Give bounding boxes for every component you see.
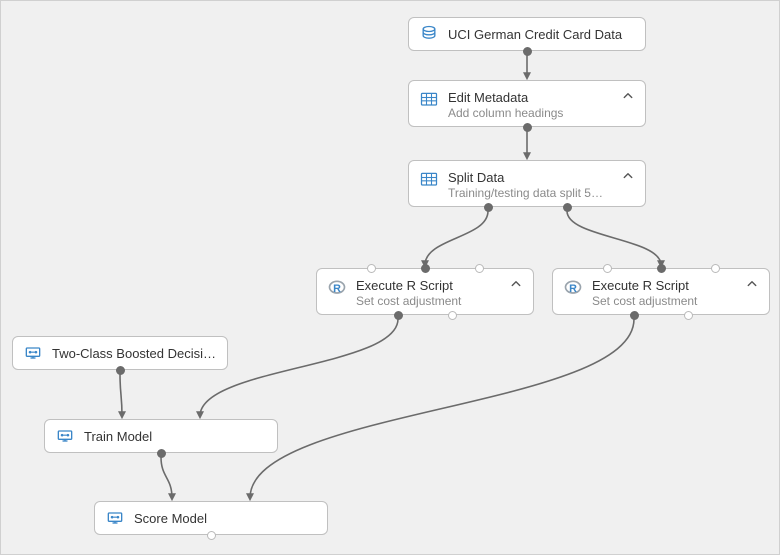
port-rscript_left_out2[interactable] [448, 311, 457, 320]
grid-icon [419, 170, 439, 190]
node-subtitle: Set cost adjustment [356, 294, 494, 309]
port-edit_metadata_out[interactable] [523, 123, 532, 132]
port-split_data_out1[interactable] [484, 203, 493, 212]
node-rscript-left[interactable]: R Execute R Script Set cost adjustment [316, 268, 534, 315]
node-subtitle: Set cost adjustment [592, 294, 730, 309]
edge [425, 211, 488, 265]
r-icon: R [327, 278, 347, 298]
edge [161, 457, 172, 498]
port-rscript_right_out2[interactable] [684, 311, 693, 320]
node-subtitle: Training/testing data split 50% [448, 186, 606, 201]
port-rscript_right_in2[interactable] [657, 264, 666, 273]
port-split_data_out2[interactable] [563, 203, 572, 212]
node-train-model[interactable]: Train Model [44, 419, 278, 453]
port-rscript_right_in3[interactable] [711, 264, 720, 273]
port-rscript_left_out1[interactable] [394, 311, 403, 320]
port-rscript_right_in1[interactable] [603, 264, 612, 273]
port-score_model_out[interactable] [207, 531, 216, 540]
ml-icon [55, 426, 75, 446]
node-title: Split Data [448, 169, 606, 186]
grid-icon [419, 90, 439, 110]
node-title: Execute R Script [592, 277, 730, 294]
node-title: Execute R Script [356, 277, 494, 294]
node-edit-metadata[interactable]: Edit Metadata Add column headings [408, 80, 646, 127]
node-subtitle: Add column headings [448, 106, 606, 121]
port-data_source_out[interactable] [523, 47, 532, 56]
ml-icon [105, 508, 125, 528]
node-title: Train Model [84, 428, 267, 445]
node-title: Score Model [134, 510, 317, 527]
chevron-up-icon[interactable] [745, 277, 759, 291]
database-icon [419, 24, 439, 44]
chevron-up-icon[interactable] [509, 277, 523, 291]
node-split-data[interactable]: Split Data Training/testing data split 5… [408, 160, 646, 207]
r-icon: R [563, 278, 583, 298]
port-two_class_out[interactable] [116, 366, 125, 375]
node-two-class-boosted[interactable]: Two-Class Boosted Decision... [12, 336, 228, 370]
node-rscript-right[interactable]: R Execute R Script Set cost adjustment [552, 268, 770, 315]
port-train_model_out[interactable] [157, 449, 166, 458]
node-data-source[interactable]: UCI German Credit Card Data [408, 17, 646, 51]
node-score-model[interactable]: Score Model [94, 501, 328, 535]
chevron-up-icon[interactable] [621, 89, 635, 103]
ml-icon [23, 343, 43, 363]
edge [567, 211, 661, 265]
svg-text:R: R [333, 283, 341, 295]
svg-text:R: R [569, 283, 577, 295]
port-rscript_left_in2[interactable] [421, 264, 430, 273]
node-title: Two-Class Boosted Decision... [52, 345, 217, 362]
port-rscript_left_in3[interactable] [475, 264, 484, 273]
edge [250, 319, 634, 498]
node-title: UCI German Credit Card Data [448, 26, 635, 43]
chevron-up-icon[interactable] [621, 169, 635, 183]
node-title: Edit Metadata [448, 89, 606, 106]
port-rscript_left_in1[interactable] [367, 264, 376, 273]
workflow-canvas[interactable]: UCI German Credit Card Data Edit Metadat… [0, 0, 780, 555]
port-rscript_right_out1[interactable] [630, 311, 639, 320]
edge [200, 319, 398, 416]
edge [120, 374, 122, 416]
